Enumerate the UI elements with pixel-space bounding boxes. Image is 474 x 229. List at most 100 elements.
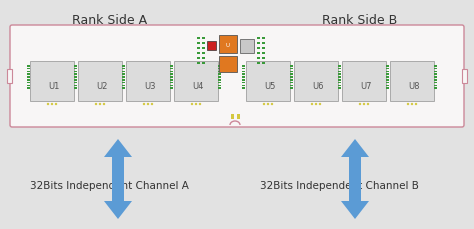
Circle shape [271, 103, 273, 106]
Bar [386, 74, 390, 76]
Bar [386, 74, 390, 76]
Text: 32Bits Independent Channel B: 32Bits Independent Channel B [260, 180, 419, 190]
Text: U2: U2 [96, 81, 108, 90]
Bar [74, 80, 78, 81]
Bar [171, 88, 173, 90]
Circle shape [359, 103, 361, 106]
Circle shape [51, 103, 53, 106]
Bar [122, 66, 126, 67]
Circle shape [99, 103, 101, 106]
Bar [171, 80, 173, 81]
Bar [237, 114, 240, 120]
Bar [262, 63, 265, 65]
Bar [219, 66, 221, 67]
Bar [171, 74, 173, 76]
Bar [171, 82, 173, 84]
Bar [122, 80, 126, 81]
Bar [338, 80, 341, 81]
FancyBboxPatch shape [7, 70, 12, 84]
Bar [171, 74, 173, 76]
Bar [338, 77, 341, 78]
Bar [122, 74, 126, 76]
Bar [74, 71, 78, 73]
Bar [171, 68, 173, 70]
FancyBboxPatch shape [462, 70, 467, 84]
FancyBboxPatch shape [342, 62, 386, 101]
Polygon shape [341, 201, 369, 219]
Bar [122, 68, 126, 70]
Bar [435, 71, 438, 73]
Bar [197, 58, 200, 60]
Bar [74, 68, 78, 70]
Bar [112, 157, 124, 201]
Bar [386, 71, 390, 73]
Bar [243, 82, 246, 84]
Bar [291, 80, 293, 81]
Bar [122, 82, 126, 84]
Bar [197, 63, 200, 65]
Bar [122, 74, 126, 76]
Bar [243, 85, 246, 87]
Bar [291, 82, 293, 84]
Bar [74, 82, 78, 84]
Bar [262, 58, 265, 60]
Circle shape [199, 103, 201, 106]
Bar [386, 68, 390, 70]
Bar [338, 68, 341, 70]
Bar [27, 82, 29, 84]
Bar [171, 85, 173, 87]
Bar [219, 68, 221, 70]
Text: Rank Side A: Rank Side A [73, 14, 147, 26]
Bar [257, 53, 260, 55]
Bar [262, 43, 265, 45]
Bar [338, 88, 341, 90]
Bar [122, 68, 126, 70]
Bar [338, 80, 341, 81]
Bar [219, 77, 221, 78]
Circle shape [367, 103, 369, 106]
Bar [386, 85, 390, 87]
Bar [74, 80, 78, 81]
Bar [386, 80, 390, 81]
Text: U5: U5 [264, 81, 275, 90]
FancyBboxPatch shape [246, 62, 290, 101]
Bar [338, 68, 341, 70]
Bar [338, 66, 341, 67]
Bar [257, 38, 260, 40]
Circle shape [95, 103, 97, 106]
Bar [435, 68, 438, 70]
Bar [122, 85, 126, 87]
Bar [386, 66, 390, 67]
Circle shape [147, 103, 149, 106]
Bar [219, 88, 221, 90]
Bar [122, 85, 126, 87]
Bar [202, 38, 205, 40]
Bar [74, 66, 78, 67]
Bar [291, 66, 293, 67]
Bar [219, 57, 237, 73]
Bar [171, 85, 173, 87]
Bar [386, 66, 390, 67]
Bar [219, 85, 221, 87]
Bar [197, 43, 200, 45]
Bar [74, 88, 78, 90]
Bar [74, 74, 78, 76]
Bar [291, 77, 293, 78]
Bar [122, 71, 126, 73]
Bar [435, 66, 438, 67]
Bar [171, 80, 173, 81]
FancyBboxPatch shape [10, 26, 464, 128]
Circle shape [55, 103, 57, 106]
Circle shape [363, 103, 365, 106]
FancyBboxPatch shape [78, 62, 122, 101]
Bar [291, 71, 293, 73]
Bar [171, 82, 173, 84]
Bar [291, 74, 293, 76]
Bar [171, 68, 173, 70]
Bar [257, 43, 260, 45]
Bar [122, 77, 126, 78]
Text: U4: U4 [192, 81, 203, 90]
Bar [386, 82, 390, 84]
Bar [74, 85, 78, 87]
Bar [219, 80, 221, 81]
